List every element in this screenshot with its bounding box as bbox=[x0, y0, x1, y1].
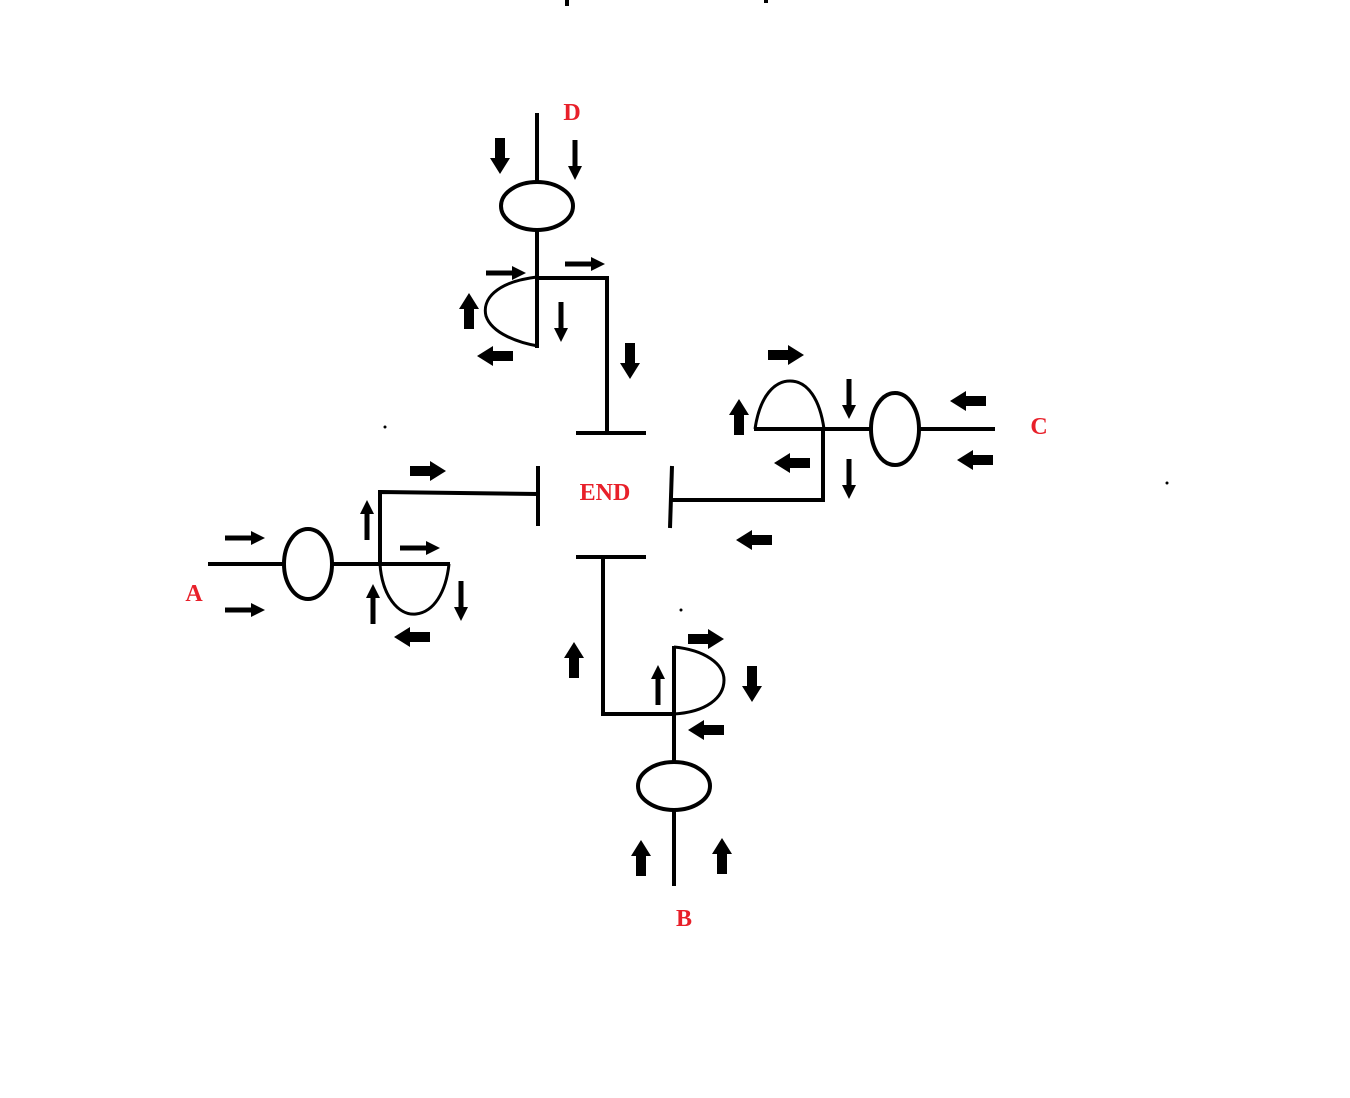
right-arrow-icon bbox=[688, 629, 724, 649]
roundabout-ellipse bbox=[282, 527, 334, 601]
down-arrow-icon bbox=[554, 302, 568, 342]
up-arrow-icon bbox=[459, 293, 479, 329]
u-turn-loop bbox=[753, 379, 826, 430]
up-arrow-icon bbox=[651, 665, 665, 705]
connector-path bbox=[537, 276, 609, 433]
down-arrow-icon bbox=[568, 140, 582, 180]
down-arrow-icon bbox=[620, 343, 640, 379]
down-arrow-icon bbox=[454, 581, 468, 621]
down-arrow-icon bbox=[842, 459, 856, 499]
u-turn-loop bbox=[378, 563, 451, 616]
arm-c: C bbox=[672, 345, 1048, 550]
stray-dot bbox=[679, 608, 683, 612]
left-arrow-icon bbox=[394, 627, 430, 647]
up-arrow-icon bbox=[631, 840, 651, 876]
arm-d: D bbox=[459, 100, 640, 433]
roundabout-ellipse bbox=[499, 180, 575, 232]
junction-right-bar bbox=[668, 465, 674, 529]
b-label: B bbox=[676, 906, 692, 932]
right-arrow-icon bbox=[400, 541, 440, 555]
right-arrow-icon bbox=[410, 461, 446, 481]
u-turn-loop bbox=[673, 645, 726, 716]
u-turn-loop bbox=[483, 275, 539, 348]
stray-dot bbox=[1165, 481, 1169, 485]
arm-b: B bbox=[564, 557, 762, 932]
c-label: C bbox=[1030, 414, 1047, 440]
up-arrow-icon bbox=[712, 838, 732, 874]
down-arrow-icon bbox=[490, 138, 510, 174]
stray-mark-top bbox=[565, 0, 569, 6]
end-junction: END bbox=[536, 431, 674, 559]
down-arrow-icon bbox=[742, 666, 762, 702]
roundabout-ellipse bbox=[869, 391, 921, 467]
right-arrow-icon bbox=[565, 257, 605, 271]
arm-a: A bbox=[185, 461, 539, 647]
right-arrow-icon bbox=[486, 266, 526, 280]
connector-path bbox=[378, 489, 539, 564]
left-arrow-icon bbox=[477, 346, 513, 366]
up-arrow-icon bbox=[366, 584, 380, 624]
up-arrow-icon bbox=[360, 500, 374, 540]
right-arrow-icon bbox=[225, 531, 265, 545]
left-arrow-icon bbox=[688, 720, 724, 740]
connector-path bbox=[672, 429, 825, 502]
a-label: A bbox=[185, 581, 203, 607]
right-arrow-icon bbox=[225, 603, 265, 617]
end-label: END bbox=[580, 480, 631, 506]
down-arrow-icon bbox=[842, 379, 856, 419]
up-arrow-icon bbox=[564, 642, 584, 678]
stray-dot bbox=[383, 425, 387, 429]
left-arrow-icon bbox=[774, 453, 810, 473]
right-arrow-icon bbox=[768, 345, 804, 365]
left-arrow-icon bbox=[736, 530, 772, 550]
stray-mark-top2 bbox=[764, 0, 768, 3]
roundabout-ellipse bbox=[636, 760, 712, 812]
connector-path bbox=[601, 557, 674, 716]
d-label: D bbox=[563, 100, 580, 126]
left-arrow-icon bbox=[957, 450, 993, 470]
up-arrow-icon bbox=[729, 399, 749, 435]
left-arrow-icon bbox=[950, 391, 986, 411]
